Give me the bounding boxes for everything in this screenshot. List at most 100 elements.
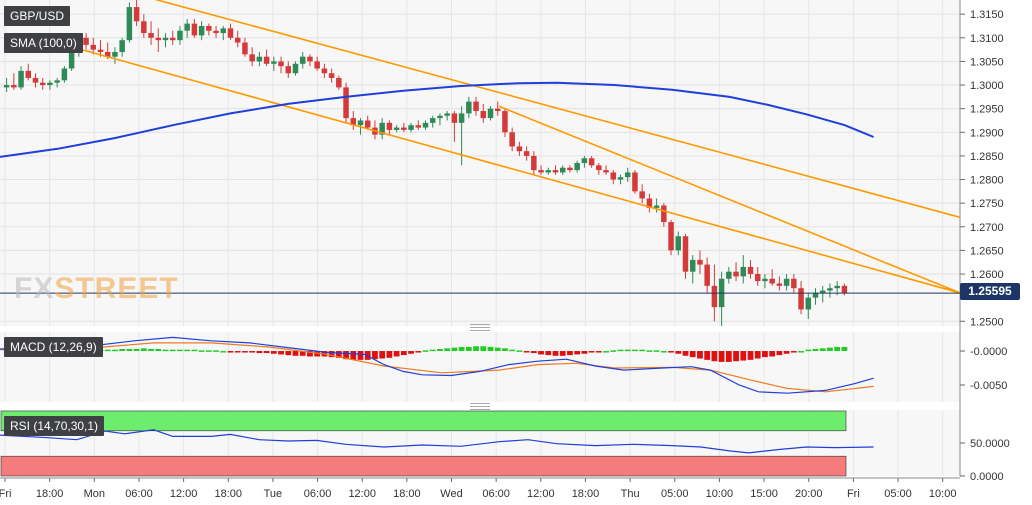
- macd-histogram-bar: [812, 348, 819, 352]
- candle-body: [198, 25, 205, 36]
- candle-body: [545, 170, 552, 173]
- macd-histogram-bar: [494, 347, 501, 352]
- macd-histogram-bar: [437, 348, 443, 352]
- macd-tick-label: -0.0000: [970, 346, 1007, 358]
- candle-body: [704, 264, 710, 286]
- macd-histogram-bar: [357, 351, 364, 360]
- candle-body: [819, 290, 826, 293]
- candle-body: [213, 30, 219, 34]
- macd-histogram-bar: [278, 351, 284, 355]
- macd-histogram-bar: [559, 351, 566, 356]
- macd-pane-resize-handle[interactable]: [470, 324, 490, 331]
- time-tick-label: 10:00: [706, 488, 734, 500]
- candle-body: [632, 172, 638, 192]
- candle-body: [437, 115, 443, 119]
- candle-body: [141, 21, 147, 34]
- candle-body: [177, 30, 183, 41]
- macd-histogram-bar: [516, 350, 523, 352]
- macd-histogram-bar: [581, 351, 588, 354]
- macd-histogram-bar: [335, 351, 342, 358]
- price-tick-label: 1.2850: [970, 151, 1004, 163]
- channel-line-lower: [81, 48, 961, 294]
- price-tick-label: 1.3150: [970, 9, 1004, 21]
- macd-histogram-bar: [588, 351, 595, 353]
- macd-histogram-bar: [834, 346, 841, 352]
- candle-body: [11, 85, 17, 88]
- macd-histogram-bar: [754, 351, 761, 359]
- price-tick-label: 1.2750: [970, 198, 1004, 210]
- macd-histogram-bar: [473, 346, 479, 352]
- candle-body: [798, 288, 804, 310]
- candle-body: [805, 297, 812, 310]
- rsi-indicator-label[interactable]: RSI (14,70,30,1): [4, 416, 105, 436]
- candle-body: [364, 120, 371, 128]
- candle-body: [242, 42, 248, 55]
- time-tick-label: 18:00: [393, 488, 421, 500]
- macd-histogram-bar: [523, 351, 530, 353]
- sma-indicator-label[interactable]: SMA (100,0): [4, 33, 83, 53]
- macd-histogram-bar: [169, 349, 176, 352]
- candle-body: [386, 122, 393, 130]
- candle-body: [271, 61, 277, 64]
- time-tick-label: 18:00: [572, 488, 600, 500]
- candle-body: [603, 170, 609, 173]
- time-tick-label: 06:00: [125, 488, 153, 500]
- rsi-oversold-zone: [0, 455, 847, 477]
- macd-histogram-bar: [660, 351, 667, 353]
- price-tick-label: 1.2700: [970, 222, 1004, 234]
- candle-body: [502, 111, 508, 133]
- macd-histogram-bar: [769, 351, 776, 357]
- macd-histogram-bar: [379, 351, 386, 359]
- time-tick-label: Fri: [0, 488, 11, 500]
- symbol-label[interactable]: GBP/USD: [4, 6, 71, 26]
- macd-histogram-bar: [328, 351, 335, 358]
- macd-histogram-bar: [740, 351, 747, 361]
- pane-background-1: [0, 332, 960, 402]
- macd-histogram-bar: [725, 351, 732, 362]
- macd-indicator-label[interactable]: MACD (12,26,9): [4, 337, 103, 357]
- macd-histogram-bar: [372, 351, 378, 360]
- macd-histogram-bar: [213, 350, 219, 352]
- candle-body: [408, 125, 414, 130]
- candle-body: [480, 111, 487, 119]
- candle-body: [610, 172, 617, 180]
- macd-histogram-bar: [841, 346, 848, 352]
- candle-body: [646, 198, 653, 208]
- candle-body: [458, 113, 465, 123]
- macd-histogram-bar: [790, 351, 797, 353]
- macd-histogram-bar: [263, 351, 270, 354]
- macd-histogram-bar: [502, 348, 508, 352]
- time-tick-label: 10:00: [929, 488, 957, 500]
- candle-body: [509, 132, 515, 147]
- candle-body: [422, 122, 429, 128]
- rsi-pane-resize-handle[interactable]: [470, 403, 490, 410]
- candle-body: [675, 236, 682, 251]
- candle-body: [83, 37, 89, 45]
- macd-histogram-bar: [689, 351, 696, 358]
- macd-histogram-bar: [270, 351, 277, 354]
- candle-body: [791, 278, 797, 289]
- macd-histogram-bar: [177, 349, 183, 352]
- candle-body: [451, 113, 458, 123]
- last-price-tag: 1.25595: [960, 283, 1020, 300]
- time-tick-label: 18:00: [36, 488, 64, 500]
- candle-body: [559, 167, 566, 173]
- macd-histogram-bar: [545, 351, 552, 356]
- candle-body: [126, 7, 133, 41]
- macd-histogram-bar: [718, 351, 725, 362]
- macd-histogram-bar: [119, 348, 126, 352]
- candle-body: [624, 172, 631, 178]
- macd-histogram-bar: [285, 351, 292, 356]
- candle-body: [401, 127, 407, 130]
- candle-body: [444, 113, 450, 116]
- candle-body: [343, 87, 349, 119]
- macd-histogram-bar: [819, 348, 826, 352]
- candle-body: [249, 54, 255, 62]
- macd-histogram-bar: [249, 351, 256, 353]
- candle-body: [68, 47, 75, 69]
- candle-body: [415, 125, 422, 128]
- candle-body: [733, 271, 739, 277]
- macd-histogram-bar: [393, 351, 400, 357]
